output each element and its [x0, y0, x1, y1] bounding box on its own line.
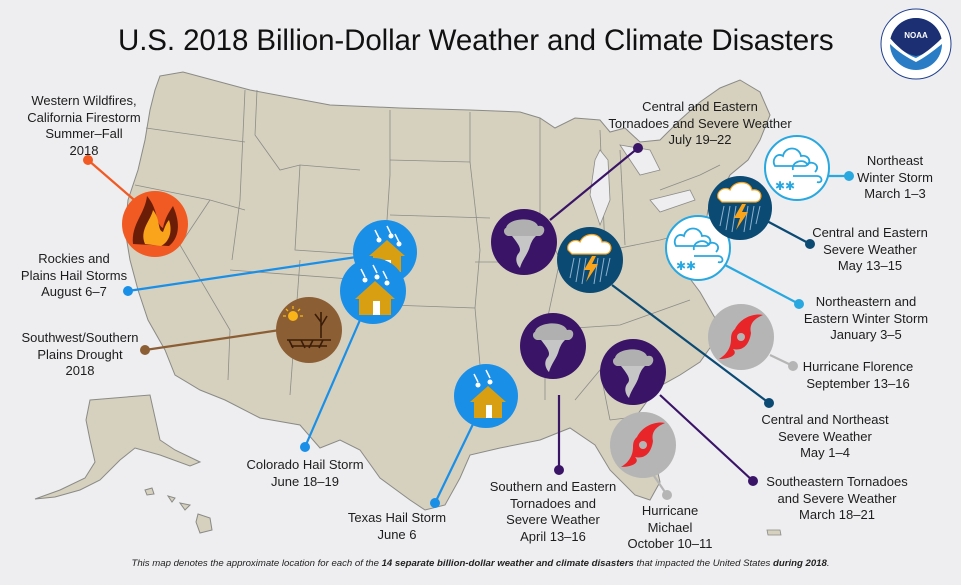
event-label-central-northeast-severe: Central and Northeast Severe Weather May… [761, 412, 889, 460]
event-label-southeastern-tornadoes: Southeastern Tornadoes and Severe Weathe… [766, 474, 908, 522]
event-label-southern-eastern-tornadoes: Southern and Eastern Tornadoes and Sever… [489, 479, 617, 544]
hurricane-icon[interactable] [708, 304, 774, 370]
tornado-icon[interactable] [600, 339, 666, 405]
leader-dots [83, 143, 854, 508]
severe-weather-icon[interactable] [708, 176, 772, 240]
wildfire-icon[interactable] [122, 191, 188, 257]
event-label-ne-eastern-winter: Northeastern and Eastern Winter Storm Ja… [803, 294, 929, 342]
hail-storm-icon[interactable] [340, 258, 406, 324]
svg-text:✱✱: ✱✱ [775, 179, 795, 193]
event-label-colorado-hail: Colorado Hail Storm June 18–19 [246, 457, 364, 489]
winter-storm-icon[interactable]: ✱✱ [665, 215, 731, 281]
event-label-drought: Southwest/Southern Plains Drought 2018 [21, 330, 139, 378]
event-label-wildfire: Western Wildfires, California Firestorm … [27, 93, 141, 158]
event-label-northeast-winter: Northeast Winter Storm March 1–3 [857, 153, 933, 201]
drought-icon[interactable] [276, 297, 342, 363]
footnote: This map denotes the approximate locatio… [131, 558, 830, 569]
hurricane-icon[interactable] [610, 412, 676, 478]
map-title: U.S. 2018 Billion-Dollar Weather and Cli… [118, 24, 834, 57]
event-label-central-eastern-severe: Central and Eastern Severe Weather May 1… [812, 225, 928, 273]
severe-weather-icon[interactable] [557, 227, 623, 293]
event-label-hurricane-michael: Hurricane Michael October 10–11 [627, 503, 713, 551]
event-label-rockies-hail: Rockies and Plains Hail Storms August 6–… [20, 251, 128, 299]
alaska [34, 394, 202, 500]
event-label-central-eastern-tornadoes: Central and Eastern Tornadoes and Severe… [608, 99, 792, 147]
winter-storm-icon[interactable]: ✱✱ [764, 135, 830, 201]
event-label-hurricane-florence: Hurricane Florence September 13–16 [802, 359, 914, 391]
tornado-icon[interactable] [491, 209, 557, 275]
hawaii [144, 487, 213, 534]
noaa-logo-text: NOAA [904, 31, 928, 40]
tornado-icon[interactable] [520, 313, 586, 379]
hail-storm-icon[interactable] [454, 364, 518, 428]
event-label-texas-hail: Texas Hail Storm June 6 [347, 510, 447, 542]
svg-text:✱✱: ✱✱ [676, 259, 696, 273]
noaa-logo: NOAA [880, 8, 952, 80]
puerto-rico [766, 529, 782, 536]
